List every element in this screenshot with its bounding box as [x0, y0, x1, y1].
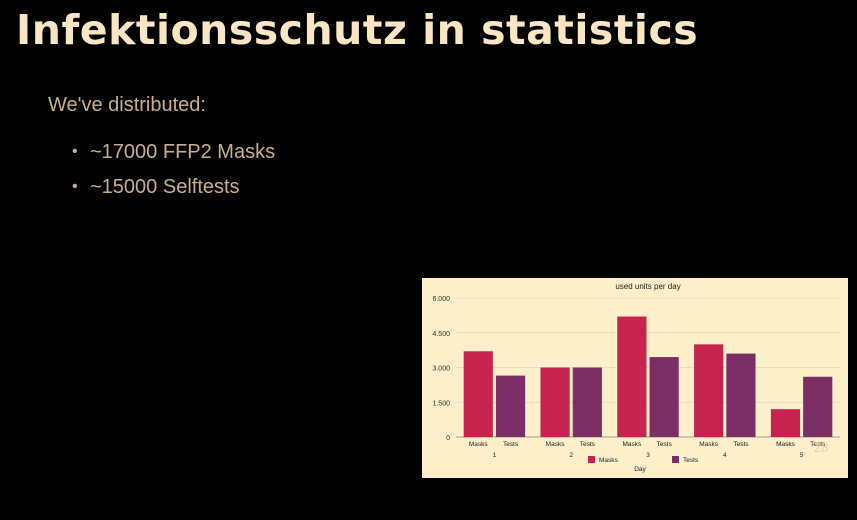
y-tick-label: 6.000	[432, 296, 450, 303]
bar-masks	[770, 409, 801, 437]
legend-swatch	[672, 456, 679, 463]
page-number: 28	[814, 440, 829, 455]
bar-masks	[540, 367, 570, 437]
bullet-item: • ~17000 FFP2 Masks	[72, 140, 275, 175]
x-sub-label: Masks	[776, 441, 796, 448]
bar-tests	[495, 375, 526, 437]
intro-text: We've distributed:	[48, 94, 206, 116]
bar-masks	[463, 351, 493, 437]
x-category-label: 5	[800, 452, 804, 459]
bullet-dot-icon: •	[72, 143, 78, 160]
bar-tests	[572, 367, 602, 437]
x-category-label: 2	[569, 452, 573, 459]
bullet-dot-icon: •	[72, 178, 78, 195]
bar-tests	[649, 357, 679, 437]
y-tick-label: 3.000	[432, 366, 450, 373]
bullet-text: ~17000 FFP2 Masks	[90, 141, 276, 163]
bar-tests	[803, 376, 833, 437]
bar-masks	[694, 344, 724, 437]
x-sub-label: Tests	[810, 441, 826, 448]
bar-chart: used units per day 0 1.500 3.000 4.500 6.000 M…	[432, 282, 840, 473]
y-tick-label: 1.500	[432, 400, 450, 407]
y-tick-label: 0	[446, 435, 450, 442]
bullet-list: • ~17000 FFP2 Masks • ~15000 Selftests	[72, 140, 275, 210]
legend-swatch	[588, 456, 595, 463]
slide-title: Infektionsschutz in statistics	[16, 6, 699, 54]
x-category-label: 3	[646, 452, 650, 459]
x-sub-label: Tests	[657, 441, 673, 448]
y-tick-label: 4.500	[432, 331, 450, 338]
x-category-label: 1	[493, 452, 497, 459]
bullet-text: ~15000 Selftests	[90, 176, 240, 198]
x-category-label: 4	[723, 452, 727, 459]
x-sub-label: Tests	[580, 441, 596, 448]
x-sub-label: Masks	[622, 441, 642, 448]
x-sub-label: Masks	[469, 441, 489, 448]
bar-masks	[617, 316, 647, 437]
legend-label: Tests	[683, 457, 699, 464]
x-sub-label: Tests	[503, 441, 519, 448]
chart-container: used units per day 0 1.500 3.000 4.500 6.000 M…	[422, 278, 848, 478]
legend-label: Masks	[599, 457, 619, 464]
bar-tests	[726, 353, 756, 437]
x-sub-label: Masks	[546, 441, 566, 448]
chart-title: used units per day	[615, 282, 680, 291]
bullet-item: • ~15000 Selftests	[72, 175, 275, 210]
x-sub-label: Masks	[699, 441, 719, 448]
x-sub-label: Tests	[733, 441, 749, 448]
x-axis-title: Day	[634, 466, 646, 473]
